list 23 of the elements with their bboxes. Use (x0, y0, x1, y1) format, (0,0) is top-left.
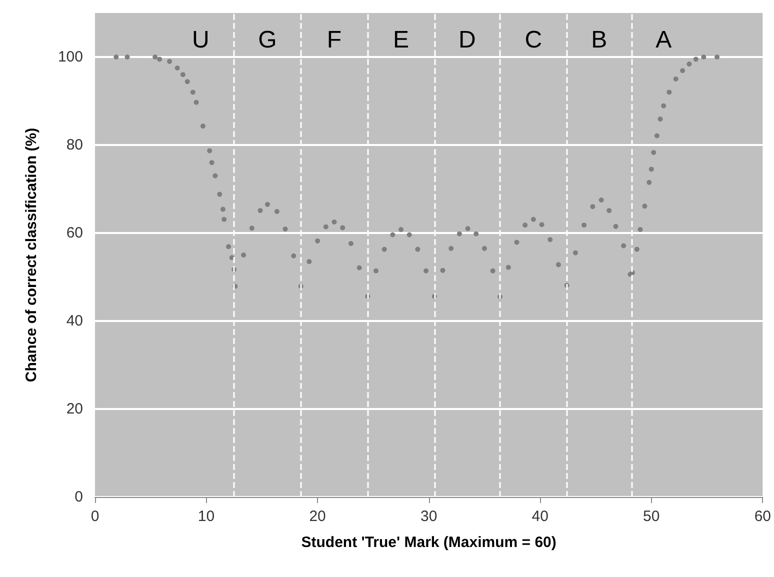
y-tick-label: 0 (74, 488, 83, 506)
x-tick-label: 40 (532, 508, 548, 525)
x-tick-label: 50 (643, 508, 660, 525)
annotation: E (393, 26, 410, 54)
x-tick-label: 0 (90, 508, 100, 525)
y-tick-label: 60 (66, 224, 83, 242)
y-tick-label: 20 (66, 400, 83, 418)
x-tick-label: 10 (198, 508, 215, 525)
annotation: A (656, 26, 672, 54)
x-tick-label: 20 (309, 508, 326, 525)
x-tick-label: 60 (754, 508, 771, 525)
annotation: U (192, 26, 210, 54)
annotation: G (258, 26, 277, 54)
annotation: D (458, 26, 476, 54)
y-tick-label: 40 (66, 312, 83, 330)
annotation: C (524, 26, 542, 54)
y-tick-label: 80 (66, 136, 83, 154)
y-tick-label: 100 (58, 48, 83, 66)
x-axis-title: Student 'True' Mark (Maximum = 60) (301, 534, 556, 551)
annotation: F (326, 26, 342, 54)
x-tick-label: 30 (420, 508, 438, 525)
y-axis-title: Chance of correct classification (%) (23, 128, 40, 382)
annotation: B (591, 26, 608, 54)
